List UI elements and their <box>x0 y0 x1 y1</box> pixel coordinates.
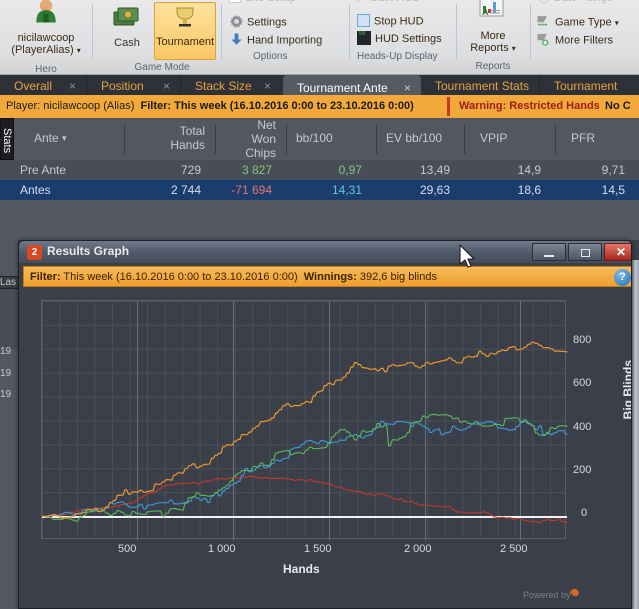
svg-text:A: A <box>482 7 489 17</box>
